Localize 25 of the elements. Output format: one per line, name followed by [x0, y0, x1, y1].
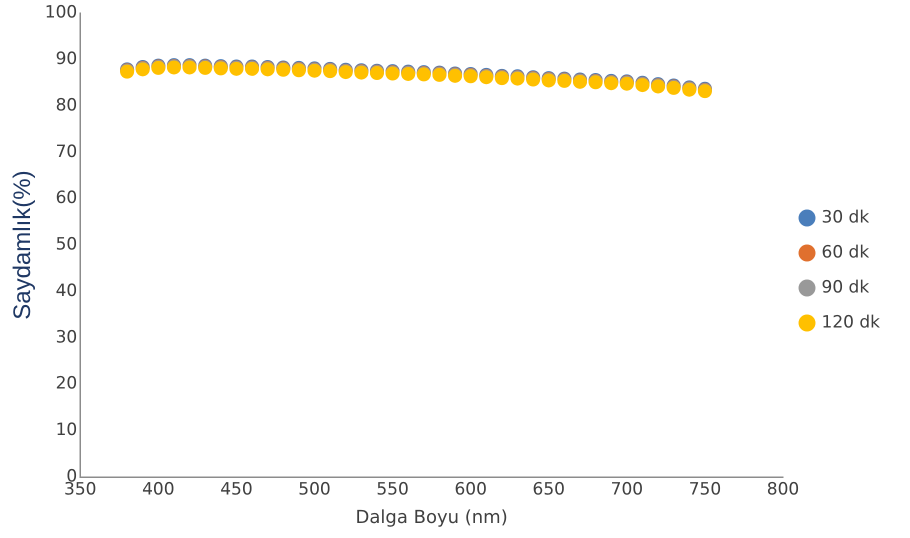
x-tick-label: 400: [142, 480, 175, 500]
y-axis-title: Saydamlık(%): [9, 170, 36, 320]
y-tick-label: 50: [56, 234, 78, 255]
x-tick-label: 750: [688, 480, 722, 500]
legend-label: 120 dk: [822, 312, 880, 332]
x-tick-label: 550: [376, 480, 409, 500]
y-tick-label: 100: [44, 2, 78, 23]
y-tick-label: 60: [56, 188, 78, 208]
x-tick-label: 600: [454, 480, 487, 500]
legend-label: 30 dk: [822, 207, 870, 228]
x-tick-label: 450: [220, 480, 253, 500]
x-tick-label: 500: [298, 480, 331, 500]
y-tick-label: 70: [56, 142, 78, 162]
y-tick-label: 20: [56, 374, 78, 394]
y-tick-label: 40: [56, 280, 78, 301]
x-axis-title: Dalga Boyu (nm): [356, 506, 508, 528]
legend-label: 60 dk: [822, 242, 870, 262]
y-tick-label: 30: [56, 327, 78, 348]
x-tick-label: 800: [766, 480, 800, 500]
x-tick-label: 700: [610, 480, 644, 500]
y-tick-label: 90: [56, 49, 78, 69]
y-tick-label: 10: [56, 420, 78, 440]
legend-label: 90 dk: [822, 277, 870, 298]
y-tick-label: 80: [56, 95, 78, 116]
x-tick-label: 650: [532, 480, 565, 500]
